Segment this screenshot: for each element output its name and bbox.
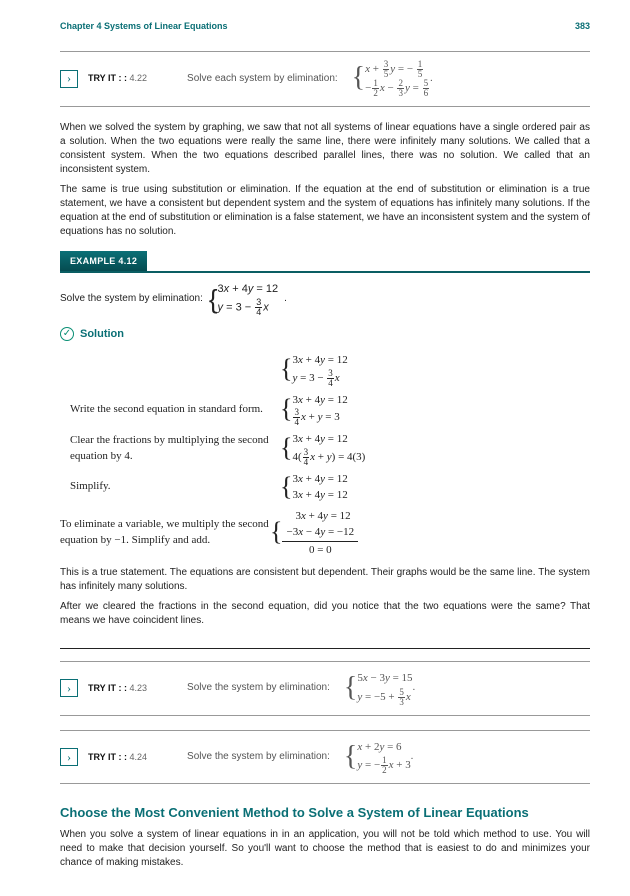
section-paragraph: When you solve a system of linear equati… xyxy=(60,828,590,870)
page-header: Chapter 4 Systems of Linear Equations 38… xyxy=(60,20,590,33)
equation-system: { x + 2y = 6 y = −12x + 3 . xyxy=(344,739,413,776)
tryit-423: › TRY IT : : 4.23 Solve the system by el… xyxy=(60,661,590,716)
chevron-right-icon[interactable]: › xyxy=(60,748,78,766)
example-body: Solve the system by elimination: { 3x + … xyxy=(60,273,590,642)
tryit-label: TRY IT : : 4.24 xyxy=(88,751,147,764)
equation-system: { 5x − 3y = 15 y = −5 + 53x . xyxy=(344,670,415,707)
solution-step: Write the second equation in standard fo… xyxy=(70,392,590,428)
solution-label: Solution xyxy=(80,327,124,342)
tryit-text: Solve each system by elimination: xyxy=(187,72,338,86)
solution-steps: {3x + 4y = 12y = 3 − 34x Write the second… xyxy=(70,352,590,504)
tryit-text: Solve the system by elimination: xyxy=(187,681,330,695)
section-heading: Choose the Most Convenient Method to Sol… xyxy=(60,804,590,822)
tryit-label: TRY IT : : 4.23 xyxy=(88,682,147,695)
body-paragraph: When we solved the system by graphing, w… xyxy=(60,121,590,177)
page-number: 383 xyxy=(575,20,590,33)
example-header: EXAMPLE 4.12 xyxy=(60,251,590,274)
chevron-right-icon[interactable]: › xyxy=(60,679,78,697)
example-tag: EXAMPLE 4.12 xyxy=(60,251,147,272)
solution-step: To eliminate a variable, we multiply the… xyxy=(60,508,590,559)
solution-step: {3x + 4y = 12y = 3 − 34x xyxy=(70,352,590,388)
solution-note: After we cleared the fractions in the se… xyxy=(60,600,590,628)
solution-step: Simplify.{3x + 4y = 123x + 4y = 12 xyxy=(70,471,590,504)
tryit-label: TRY IT : : 4.22 xyxy=(88,72,147,85)
solution-step: Clear the fractions by multiplying the s… xyxy=(70,431,590,467)
solution-header: ✓ Solution xyxy=(60,327,590,342)
equation-system: { x + 35y = − 15 −12x − 23y = 56 . xyxy=(352,60,433,98)
tryit-424: › TRY IT : : 4.24 Solve the system by el… xyxy=(60,730,590,785)
tryit-text: Solve the system by elimination: xyxy=(187,750,330,764)
solution-note: This is a true statement. The equations … xyxy=(60,566,590,594)
chapter-title: Chapter 4 Systems of Linear Equations xyxy=(60,20,228,33)
chevron-right-icon[interactable]: › xyxy=(60,70,78,88)
check-icon: ✓ xyxy=(60,327,74,341)
body-paragraph: The same is true using substitution or e… xyxy=(60,183,590,239)
divider xyxy=(60,648,590,649)
example-prompt: Solve the system by elimination: { 3x + … xyxy=(60,281,590,317)
tryit-422: › TRY IT : : 4.22 Solve each system by e… xyxy=(60,51,590,107)
